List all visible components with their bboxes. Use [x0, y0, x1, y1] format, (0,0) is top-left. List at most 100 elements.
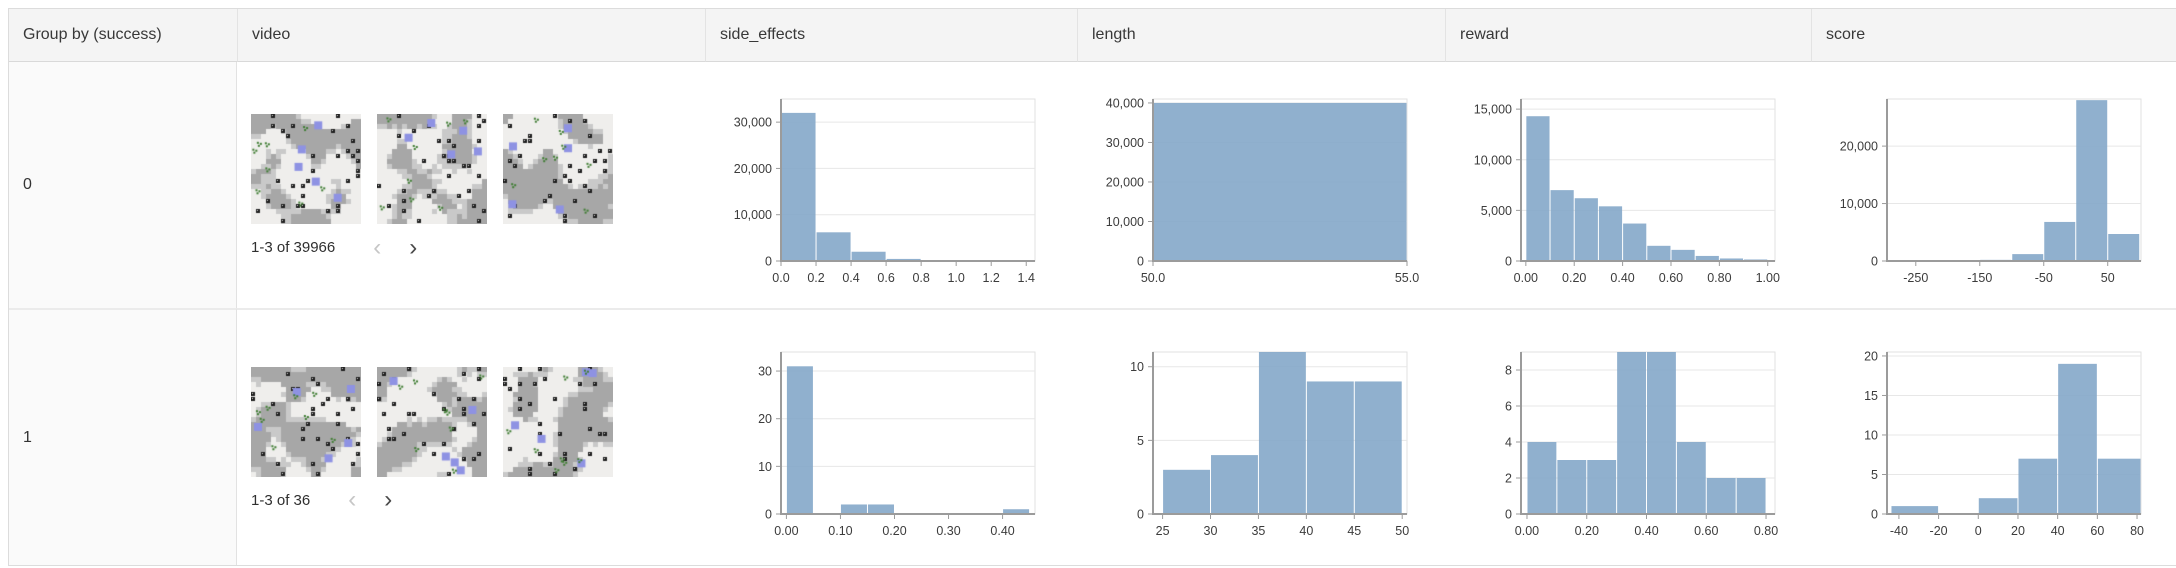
svg-text:0.00: 0.00 [1514, 271, 1538, 285]
group-value: 1 [23, 428, 32, 446]
svg-text:0.80: 0.80 [1754, 524, 1778, 538]
svg-text:30: 30 [1204, 524, 1218, 538]
group-value: 0 [23, 176, 32, 193]
svg-text:2: 2 [1505, 471, 1512, 485]
svg-text:0.00: 0.00 [774, 524, 798, 538]
svg-text:8: 8 [1505, 363, 1512, 377]
svg-text:10,000: 10,000 [1840, 197, 1878, 211]
video-thumbnail[interactable] [251, 366, 361, 477]
svg-text:-50: -50 [2035, 271, 2053, 285]
histogram-cell-reward-group-1: 0 2 4 6 8 0.00 0.20 0.40 0.60 0.80 [1445, 308, 1811, 565]
svg-text:0.2: 0.2 [807, 271, 824, 285]
length-histogram-group-0: 0 10,000 20,000 30,000 40,000 50.0 55.0 [1106, 96, 1419, 285]
column-header-side-effects[interactable]: side_effects [705, 9, 1077, 62]
svg-text:0.6: 0.6 [877, 271, 894, 285]
svg-text:0: 0 [1871, 255, 1878, 269]
svg-text:0.20: 0.20 [1575, 524, 1599, 538]
svg-text:-40: -40 [1890, 524, 1908, 538]
svg-text:20: 20 [758, 412, 772, 426]
svg-text:1.00: 1.00 [1756, 271, 1780, 285]
svg-text:50.0: 50.0 [1141, 271, 1165, 285]
svg-text:80: 80 [2130, 524, 2144, 538]
svg-text:-150: -150 [1967, 271, 1992, 285]
svg-text:30,000: 30,000 [1106, 136, 1144, 150]
prev-page-icon[interactable]: ‹ [373, 233, 382, 261]
svg-text:5: 5 [1871, 467, 1878, 481]
histogram-cell-side-effects-group-0: 0 10,000 20,000 30,000 0.0 0.2 0.4 0.6 0.8 1.0 1.2… [705, 62, 1077, 308]
svg-text:-250: -250 [1903, 271, 1928, 285]
svg-text:50: 50 [1395, 524, 1409, 538]
svg-text:0.20: 0.20 [882, 524, 906, 538]
reward-histogram-group-0: 0 5,000 10,000 15,000 0.00 0.20 0.40 0.60 0.80 1.… [1474, 98, 1780, 285]
svg-text:0.80: 0.80 [1707, 271, 1731, 285]
side-effects-histogram-group-1: 0 10 20 30 0.00 0.10 0.20 0.30 0.40 [758, 351, 1036, 538]
side-effects-histogram-group-0: 0 10,000 20,000 30,000 0.0 0.2 0.4 0.6 0.8 1.0 1.2… [734, 98, 1036, 285]
svg-text:15,000: 15,000 [1474, 103, 1512, 117]
svg-text:20: 20 [2011, 524, 2025, 538]
score-histogram-group-0: 0 10,000 20,000 -250 -150 -50 50 [1840, 98, 2142, 285]
svg-text:35: 35 [1251, 524, 1265, 538]
svg-text:20,000: 20,000 [1106, 175, 1144, 189]
svg-text:0.60: 0.60 [1694, 524, 1718, 538]
group-cell-1: 1 [9, 308, 237, 565]
column-header-score[interactable]: score [1811, 9, 2176, 62]
column-header-length[interactable]: length [1077, 9, 1445, 62]
svg-text:55.0: 55.0 [1395, 271, 1419, 285]
svg-text:0.40: 0.40 [1634, 524, 1658, 538]
svg-text:1.4: 1.4 [1018, 271, 1035, 285]
svg-text:40,000: 40,000 [1106, 96, 1144, 110]
svg-text:30,000: 30,000 [734, 116, 772, 130]
video-cell-0: 1-3 of 39966 ‹ › [237, 62, 705, 308]
video-thumbnail[interactable] [251, 114, 361, 224]
column-header-reward[interactable]: reward [1445, 9, 1811, 62]
svg-text:1.2: 1.2 [983, 271, 1000, 285]
svg-text:0: 0 [1505, 507, 1512, 521]
svg-text:15: 15 [1864, 388, 1878, 402]
svg-text:45: 45 [1347, 524, 1361, 538]
video-thumbnails [251, 114, 705, 224]
video-thumbnail[interactable] [377, 366, 487, 477]
score-histogram-group-1: 0 5 10 15 20 -40 -20 0 20 40 60 80 [1864, 349, 2144, 538]
grouped-runs-table: Group by (success) video side_effects le… [8, 8, 2176, 566]
video-thumbnail[interactable] [503, 366, 613, 477]
svg-text:20,000: 20,000 [1840, 140, 1878, 154]
video-thumbnail[interactable] [503, 114, 613, 224]
video-pager: 1-3 of 36 ‹ › [251, 486, 705, 513]
next-page-icon[interactable]: › [384, 486, 393, 513]
video-thumbnails [251, 366, 705, 477]
svg-text:6: 6 [1505, 399, 1512, 413]
video-pager: 1-3 of 39966 ‹ › [251, 233, 705, 261]
svg-text:0.40: 0.40 [1610, 271, 1634, 285]
video-cell-1: 1-3 of 36 ‹ › [237, 308, 705, 565]
pagination-label: 1-3 of 36 [251, 491, 311, 509]
svg-text:60: 60 [2090, 524, 2104, 538]
svg-text:0: 0 [1975, 524, 1982, 538]
histogram-cell-score-group-0: 0 10,000 20,000 -250 -150 -50 50 [1811, 62, 2176, 308]
svg-text:0.10: 0.10 [828, 524, 852, 538]
svg-text:0: 0 [1137, 507, 1144, 521]
pagination-label: 1-3 of 39966 [251, 239, 336, 256]
svg-text:10,000: 10,000 [734, 208, 772, 222]
histogram-cell-reward-group-0: 0 5,000 10,000 15,000 0.00 0.20 0.40 0.60 0.80 1.… [1445, 62, 1811, 308]
svg-text:0: 0 [1871, 507, 1878, 521]
svg-text:0: 0 [765, 507, 772, 521]
svg-text:0.0: 0.0 [772, 271, 789, 285]
next-page-icon[interactable]: › [409, 233, 418, 261]
prev-page-icon[interactable]: ‹ [348, 486, 357, 513]
svg-text:10: 10 [1864, 428, 1878, 442]
column-header-group-by[interactable]: Group by (success) [9, 9, 237, 62]
svg-text:0: 0 [765, 255, 772, 269]
svg-text:40: 40 [2051, 524, 2065, 538]
svg-text:4: 4 [1505, 435, 1512, 449]
histogram-cell-side-effects-group-1: 0 10 20 30 0.00 0.10 0.20 0.30 0.40 [705, 308, 1077, 565]
histogram-cell-length-group-1: 0 5 10 25 30 35 40 45 50 [1077, 308, 1445, 565]
svg-text:0.60: 0.60 [1659, 271, 1683, 285]
group-cell-0: 0 [9, 62, 237, 308]
column-header-video[interactable]: video [237, 9, 705, 62]
video-thumbnail[interactable] [377, 114, 487, 224]
histogram-cell-score-group-1: 0 5 10 15 20 -40 -20 0 20 40 60 80 [1811, 308, 2176, 565]
svg-text:0.20: 0.20 [1562, 271, 1586, 285]
svg-text:10: 10 [758, 459, 772, 473]
svg-text:0: 0 [1137, 255, 1144, 269]
svg-text:30: 30 [758, 364, 772, 378]
